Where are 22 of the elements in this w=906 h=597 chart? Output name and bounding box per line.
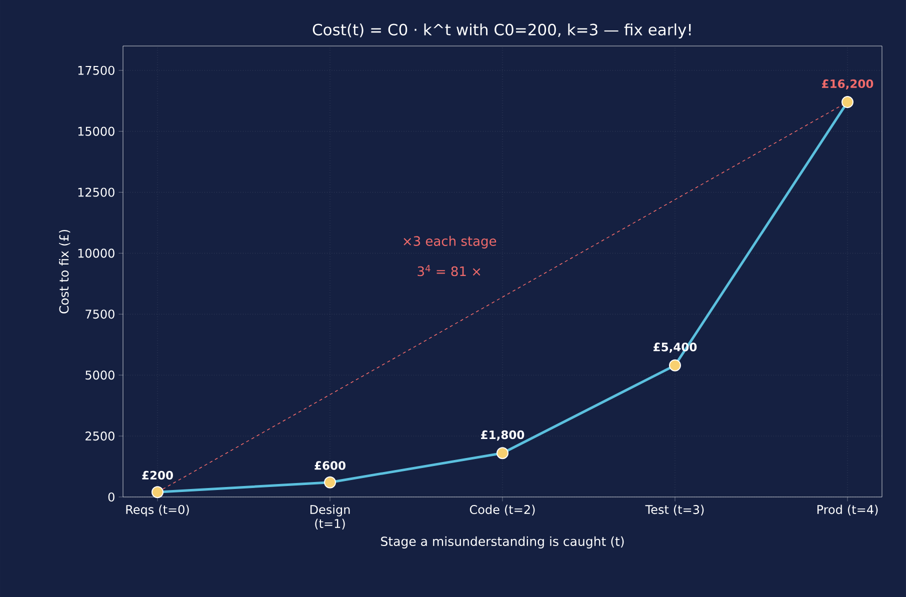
y-tick-label: 10000 [78, 248, 114, 258]
y-axis-title: Cost to fix (£) [59, 230, 70, 314]
y-tick-label: 0 [108, 492, 114, 502]
x-tick-label: Test (t=3) [645, 504, 704, 516]
y-tick-label: 7500 [86, 310, 114, 319]
y-tick-label: 2500 [86, 432, 114, 441]
data-label: £200 [142, 470, 173, 480]
chart-title: Cost(t) = C0 · k^t with C0=200, k=3 — fix early! [312, 23, 691, 38]
x-tick-label: Reqs (t=0) [126, 504, 189, 516]
annotation: ×3 each stage [404, 236, 496, 248]
x-axis-title: Stage a misunderstanding is caught (t) [381, 536, 624, 548]
y-tick-label: 15000 [78, 126, 114, 136]
x-tick-label: Prod (t=4) [817, 504, 878, 516]
y-tick-label: 12500 [78, 188, 114, 197]
x-tick-label: Design (t=1) [310, 504, 350, 530]
x-tick-label: Code (t=2) [470, 504, 535, 516]
y-tick-label: 5000 [86, 370, 114, 380]
annotation: 3$^{4}$ = 81 × [418, 265, 480, 276]
data-label: £16,200 [822, 79, 874, 90]
data-label: £600 [314, 461, 346, 470]
y-tick-label: 17500 [78, 66, 114, 75]
data-label: £1,800 [481, 430, 524, 441]
